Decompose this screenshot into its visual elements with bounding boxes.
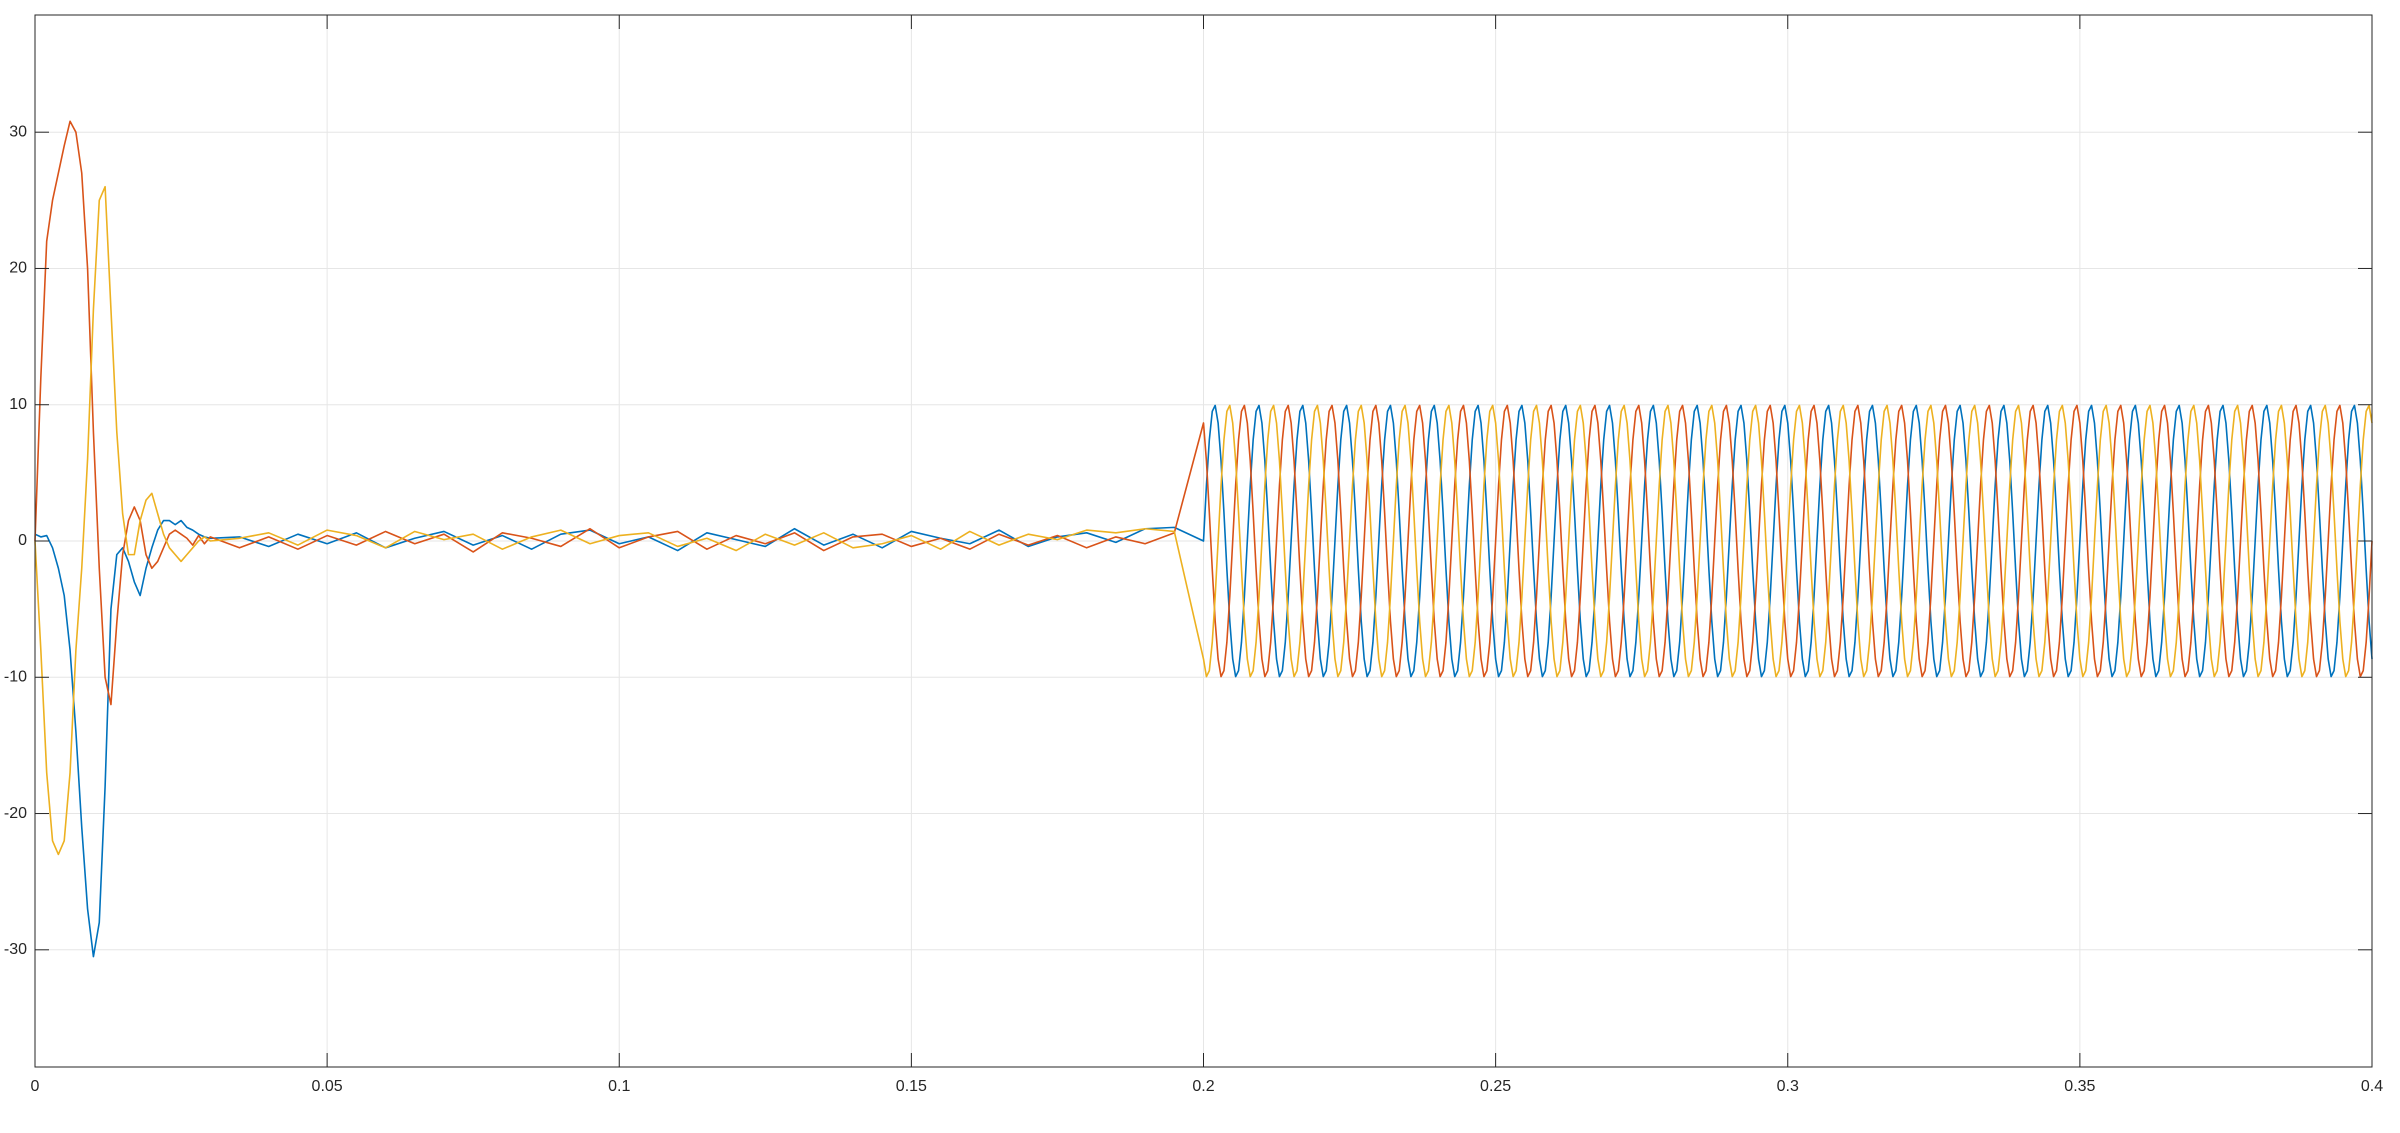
y-tick-label: -20 [4, 805, 27, 822]
data-line [34, 404, 2373, 958]
x-tick-label: 0 [31, 1078, 40, 1095]
y-tick-label: 0 [18, 532, 27, 549]
data-line [34, 120, 2373, 706]
y-tick-label: 20 [9, 260, 27, 277]
y-tick-label: -30 [4, 941, 27, 958]
x-tick-label: 0.35 [2064, 1078, 2095, 1095]
x-tick-label: 0.2 [1192, 1078, 1214, 1095]
x-tick-label: 0.05 [312, 1078, 343, 1095]
x-tick-label: 0.15 [896, 1078, 927, 1095]
y-tick-label: -10 [4, 668, 27, 685]
x-tick-label: 0.25 [1480, 1078, 1511, 1095]
x-tick-label: 0.1 [608, 1078, 630, 1095]
x-tick-label: 0.3 [1777, 1078, 1799, 1095]
y-tick-label: 30 [9, 123, 27, 140]
data-line [34, 185, 2373, 856]
x-tick-label: 0.4 [2361, 1078, 2383, 1095]
y-tick-label: 10 [9, 396, 27, 413]
